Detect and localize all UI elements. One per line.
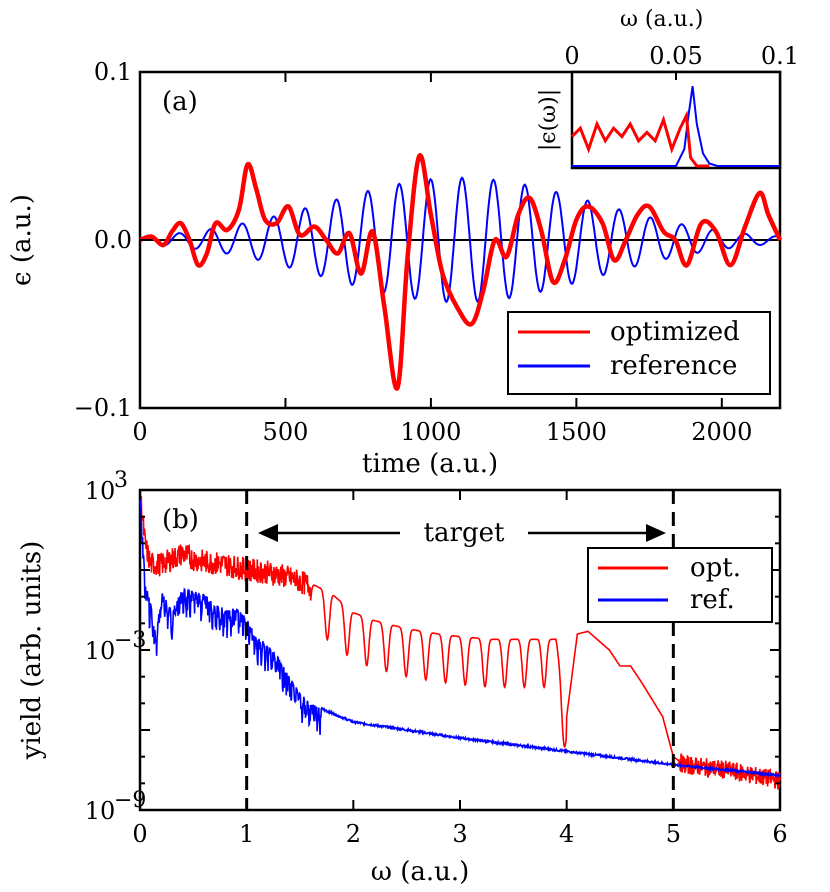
panel-a-xtick-label: 500 bbox=[263, 418, 309, 446]
panel-a: 0 500 1000 1500 2000 −0.1 0.0 0.1 (a) time (a.u… bbox=[7, 7, 799, 479]
panel-a-ytick-label: −0.1 bbox=[74, 394, 132, 422]
panel-a-ylabel: ϵ (a.u.) bbox=[7, 194, 37, 286]
panel-b-label: (b) bbox=[162, 505, 199, 535]
panel-b-ytick-exponent: −3 bbox=[114, 628, 146, 653]
target-arrow-right-head bbox=[646, 524, 666, 542]
panel-a-ytick-label: 0.1 bbox=[94, 58, 132, 86]
target-arrow: target bbox=[258, 518, 666, 548]
panel-a-legend: optimized reference bbox=[507, 311, 771, 395]
inset-xtick-label: 0 bbox=[564, 42, 579, 70]
panel-a-xtick-label: 1000 bbox=[400, 418, 461, 446]
panel-a-xtick-label: 1500 bbox=[546, 418, 607, 446]
panel-b-xtick-label: 5 bbox=[666, 820, 681, 848]
legend-label-ref: ref. bbox=[690, 585, 735, 615]
panel-b-xtick-label: 2 bbox=[346, 820, 361, 848]
panel-a-ytick-label: 0.0 bbox=[94, 226, 132, 254]
panel-b-xtick-label: 1 bbox=[239, 820, 254, 848]
legend-label-optimized: optimized bbox=[610, 317, 740, 347]
inset-xtick-label: 0.05 bbox=[649, 42, 702, 70]
target-arrow-left-head bbox=[258, 524, 278, 542]
inset-xlabel: ω (a.u.) bbox=[620, 7, 703, 32]
panel-a-legend-box bbox=[507, 311, 771, 395]
panel-b-ytick-label: 10 bbox=[85, 637, 116, 665]
series-reference bbox=[140, 176, 781, 304]
panel-b-ytick-exponent: 3 bbox=[114, 468, 128, 493]
panel-b-xlabel: ω (a.u.) bbox=[371, 857, 470, 887]
panel-a-xtick-label: 0 bbox=[132, 418, 147, 446]
legend-label-reference: reference bbox=[610, 351, 737, 381]
panel-b-ytick-exponent: −9 bbox=[114, 788, 146, 813]
inset-series-optimized bbox=[570, 110, 710, 168]
inset-frame bbox=[570, 70, 782, 170]
panel-b-xtick-label: 0 bbox=[132, 820, 147, 848]
panel-b-legend: opt. ref. bbox=[587, 547, 773, 623]
panel-b-xtick-label: 3 bbox=[452, 820, 467, 848]
inset-xtick-label: 0.1 bbox=[761, 42, 799, 70]
target-label: target bbox=[424, 518, 505, 548]
series-optimized bbox=[139, 153, 783, 391]
panel-a-label: (a) bbox=[162, 87, 198, 117]
panel-b-ylabel: yield (arb. units) bbox=[17, 541, 47, 761]
panel-a-xtick-label: 2000 bbox=[691, 418, 752, 446]
panel-b-ytick-label: 10 bbox=[85, 797, 116, 825]
inset-series-reference bbox=[572, 86, 780, 167]
panel-b-xtick-label: 6 bbox=[772, 820, 787, 848]
inset: 0 0.05 0.1 ω (a.u.) |ϵ(ω)| bbox=[536, 7, 799, 170]
legend-label-opt: opt. bbox=[690, 553, 741, 583]
panel-b-ytick-label: 10 bbox=[85, 477, 116, 505]
panel-b-legend-box bbox=[587, 547, 773, 623]
panel-a-xlabel: time (a.u.) bbox=[362, 449, 498, 479]
inset-ylabel: |ϵ(ω)| bbox=[536, 89, 561, 151]
panel-b-xtick-label: 4 bbox=[559, 820, 574, 848]
